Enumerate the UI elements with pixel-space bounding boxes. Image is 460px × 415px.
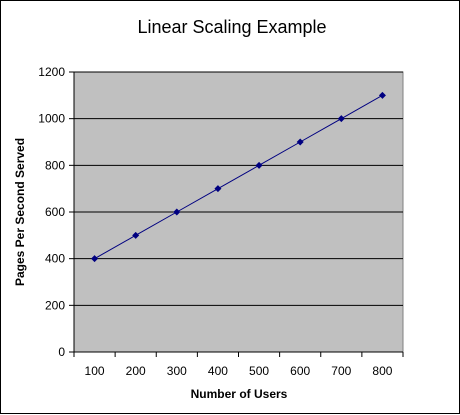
x-tick-label: 400 bbox=[208, 364, 228, 378]
data-point-marker bbox=[173, 208, 181, 216]
y-tick-label: 1000 bbox=[38, 112, 65, 126]
data-point-marker bbox=[214, 185, 222, 193]
gridlines bbox=[74, 71, 403, 306]
y-axis-title: Pages Per Second Served bbox=[13, 138, 27, 286]
y-tick-label: 0 bbox=[58, 345, 65, 359]
data-point-marker bbox=[255, 161, 263, 169]
x-axis-title: Number of Users bbox=[191, 387, 288, 401]
x-tick-label: 600 bbox=[290, 364, 310, 378]
y-tick-label: 800 bbox=[45, 158, 65, 172]
y-tick-label: 1200 bbox=[38, 65, 65, 79]
data-point-marker bbox=[337, 115, 345, 123]
series-line bbox=[94, 94, 383, 260]
x-tick-label: 200 bbox=[126, 364, 146, 378]
x-tick-label: 100 bbox=[85, 364, 105, 378]
axes bbox=[69, 71, 404, 357]
data-point-marker bbox=[296, 138, 304, 146]
x-tick-label: 800 bbox=[372, 364, 392, 378]
x-tick-label: 700 bbox=[331, 364, 351, 378]
y-tick-label: 400 bbox=[45, 252, 65, 266]
x-tick-label: 300 bbox=[167, 364, 187, 378]
data-point-marker bbox=[132, 231, 140, 239]
x-tick-label: 500 bbox=[249, 364, 269, 378]
data-point-marker bbox=[378, 91, 386, 99]
chart-title: Linear Scaling Example bbox=[137, 17, 326, 37]
x-tick-labels: 100 200 300 400 500 600 700 800 bbox=[85, 364, 393, 378]
y-tick-label: 200 bbox=[45, 298, 65, 312]
y-tick-labels: 0 200 400 600 800 1000 1200 bbox=[38, 65, 65, 359]
y-tick-label: 600 bbox=[45, 205, 65, 219]
